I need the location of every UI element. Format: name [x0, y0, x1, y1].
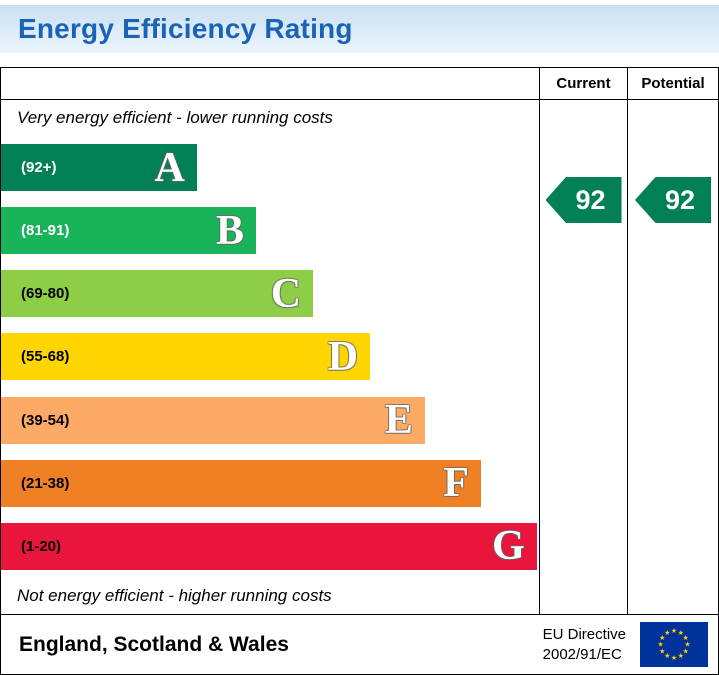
epc-chart: Current Potential Very energy efficient … — [0, 67, 719, 675]
band-bar-a: (92+) A — [1, 144, 197, 192]
band-range-label: (21-38) — [21, 474, 70, 492]
top-note: Very energy efficient - lower running co… — [17, 108, 333, 127]
band-bar-d: (55-68) D — [1, 333, 371, 381]
band-row-f: (21-38) F — [1, 452, 539, 515]
potential-rating-value: 92 — [664, 184, 696, 215]
band-range-label: (39-54) — [21, 411, 70, 429]
band-bar-e: (39-54) E — [1, 396, 425, 444]
band-letter: F — [443, 460, 469, 507]
eu-flag-icon: ★ ★ ★ ★ ★ ★ ★ ★ ★ ★ ★ ★ — [640, 622, 708, 667]
svg-text:★: ★ — [664, 652, 670, 660]
svg-text:★: ★ — [671, 654, 677, 662]
page-title: Energy Efficiency Rating — [18, 13, 353, 44]
footer: England, Scotland & Wales EU Directive 2… — [1, 614, 718, 674]
svg-text:★: ★ — [657, 641, 663, 649]
eu-directive-line2: 2002/91/EC — [542, 645, 622, 663]
potential-rating-column: 92 — [627, 100, 718, 614]
bottom-note: Not energy efficient - higher running co… — [17, 586, 332, 605]
band-letter: A — [154, 144, 185, 191]
current-rating-pointer: 92 — [545, 177, 622, 223]
column-header-potential: Potential — [627, 68, 718, 100]
svg-text:★: ★ — [683, 634, 689, 642]
band-range-label: (69-80) — [21, 285, 70, 303]
band-letter: D — [327, 333, 359, 380]
band-range-label: (92+) — [21, 159, 57, 177]
header-spacer — [1, 68, 539, 100]
band-row-c: (69-80) C — [1, 262, 539, 325]
svg-text:★: ★ — [678, 629, 684, 637]
band-letter: C — [270, 270, 302, 317]
band-row-b: (81-91) B — [1, 199, 539, 262]
current-rating-value: 92 — [575, 184, 606, 215]
svg-text:★: ★ — [659, 634, 665, 642]
band-range-label: (1-20) — [21, 537, 62, 555]
eu-directive-label: EU Directive 2002/91/EC — [543, 625, 626, 664]
svg-text:★: ★ — [683, 647, 689, 655]
band-bar-c: (69-80) C — [1, 270, 314, 318]
potential-rating-pointer: 92 — [635, 177, 711, 223]
band-row-d: (55-68) D — [1, 325, 539, 388]
band-row-e: (39-54) E — [1, 389, 539, 452]
band-range-label: (55-68) — [21, 348, 70, 366]
band-letter: E — [384, 397, 413, 444]
svg-text:★: ★ — [684, 641, 690, 649]
band-letter: B — [215, 207, 244, 254]
band-range-label: (81-91) — [21, 222, 70, 240]
band-rows: (92+) A (81-91) B (69-80) C — [1, 136, 539, 578]
svg-text:★: ★ — [659, 647, 665, 655]
svg-text:★: ★ — [664, 629, 670, 637]
current-rating-column: 92 — [539, 100, 627, 614]
band-bar-g: (1-20) G — [1, 522, 537, 570]
band-bar-b: (81-91) B — [1, 207, 256, 255]
eu-directive-line1: EU Directive — [542, 626, 626, 643]
epc-grid: Current Potential Very energy efficient … — [1, 68, 718, 614]
bands-area: Very energy efficient - lower running co… — [1, 100, 539, 614]
band-row-g: (1-20) G — [1, 515, 539, 578]
svg-text:★: ★ — [671, 627, 677, 635]
band-row-a: (92+) A — [1, 136, 539, 199]
svg-text:★: ★ — [678, 652, 684, 660]
column-header-current: Current — [539, 68, 627, 100]
title-bar: Energy Efficiency Rating — [0, 5, 719, 53]
band-letter: G — [492, 523, 525, 570]
band-bar-f: (21-38) F — [1, 459, 481, 507]
region-label: England, Scotland & Wales — [19, 632, 289, 656]
